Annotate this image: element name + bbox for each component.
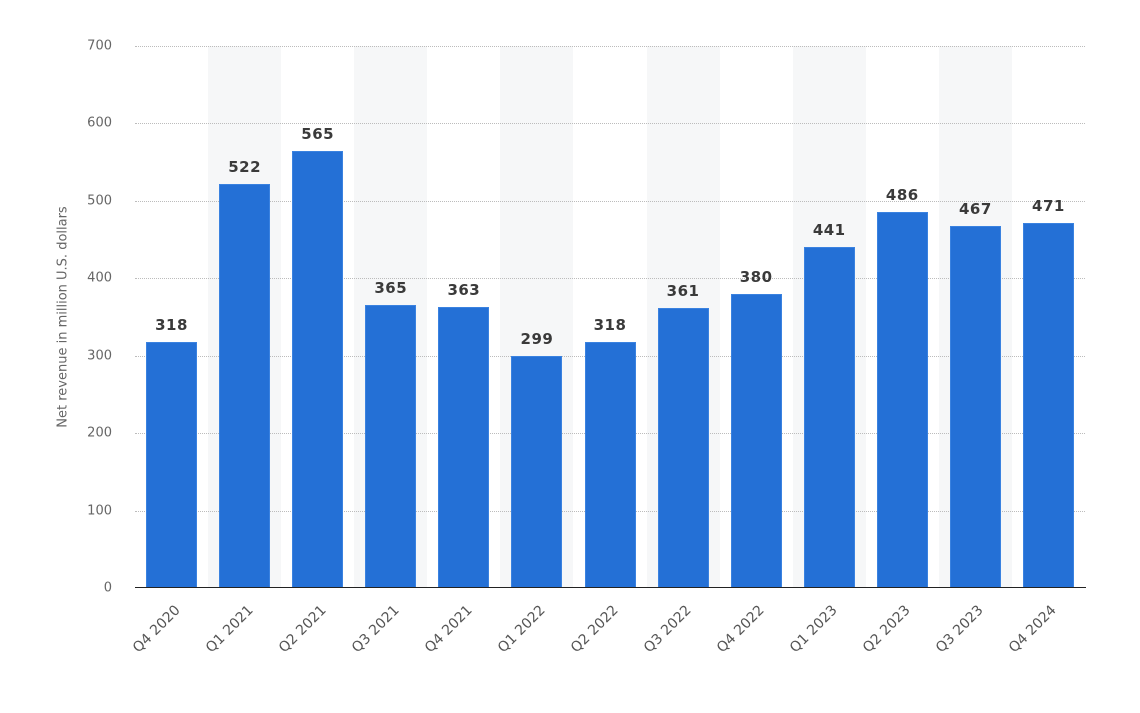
data-label: 318 bbox=[155, 315, 188, 334]
bar[interactable] bbox=[292, 150, 344, 588]
bar[interactable] bbox=[146, 341, 198, 588]
x-axis-line bbox=[135, 587, 1086, 588]
bar[interactable] bbox=[657, 308, 709, 588]
y-tick-label: 100 bbox=[87, 503, 112, 519]
bar[interactable] bbox=[219, 183, 271, 588]
bar[interactable] bbox=[511, 356, 563, 588]
data-label: 299 bbox=[520, 330, 554, 349]
y-tick-label: 500 bbox=[87, 193, 112, 209]
bar[interactable] bbox=[1022, 223, 1074, 588]
x-tick-label: Q4 2020 bbox=[129, 602, 184, 657]
x-tick-label: Q4 2022 bbox=[714, 602, 768, 657]
x-tick-label: Q1 2022 bbox=[494, 602, 549, 657]
data-label: 365 bbox=[374, 279, 408, 298]
data-label: 486 bbox=[885, 185, 919, 204]
gridline bbox=[135, 46, 1085, 47]
y-tick-label: 200 bbox=[87, 425, 112, 441]
y-tick-label: 400 bbox=[87, 270, 112, 286]
x-tick-label: Q3 2023 bbox=[933, 602, 988, 657]
data-label: 467 bbox=[958, 200, 992, 219]
data-label: 363 bbox=[447, 280, 481, 299]
x-tick-label: Q4 2021 bbox=[421, 602, 476, 657]
x-tick-label: Q2 2022 bbox=[567, 602, 622, 657]
x-tick-label: Q3 2021 bbox=[348, 602, 403, 657]
bar[interactable] bbox=[803, 246, 855, 588]
data-label: 441 bbox=[812, 220, 846, 239]
x-tick-label: Q1 2021 bbox=[202, 602, 257, 657]
data-label: 318 bbox=[593, 315, 627, 334]
data-label: 380 bbox=[739, 267, 773, 286]
bar[interactable] bbox=[438, 306, 490, 588]
bar[interactable] bbox=[365, 305, 417, 588]
gridline bbox=[135, 200, 1085, 202]
y-tick-label: 0 bbox=[103, 580, 112, 596]
x-tick-label: Q4 2024 bbox=[1006, 602, 1061, 657]
bar[interactable] bbox=[876, 211, 928, 588]
x-tick-label: Q2 2023 bbox=[860, 602, 914, 657]
x-tick-label: Q3 2022 bbox=[640, 602, 695, 657]
bar[interactable] bbox=[730, 293, 782, 588]
gridline bbox=[135, 278, 1085, 280]
y-axis-title: Net revenue in million U.S. dollars bbox=[55, 206, 71, 428]
y-tick-label: 600 bbox=[87, 115, 112, 131]
data-label: 522 bbox=[228, 157, 262, 176]
bar[interactable] bbox=[949, 226, 1001, 588]
gridline bbox=[135, 123, 1085, 125]
data-label: 565 bbox=[301, 124, 335, 143]
bar[interactable] bbox=[584, 341, 636, 588]
data-label: 471 bbox=[1032, 197, 1065, 216]
x-tick-label: Q2 2021 bbox=[275, 602, 330, 657]
data-label: 361 bbox=[666, 282, 700, 301]
y-tick-label: 700 bbox=[87, 38, 112, 54]
x-tick-label: Q1 2023 bbox=[787, 602, 841, 657]
y-tick-label: 300 bbox=[87, 348, 112, 364]
